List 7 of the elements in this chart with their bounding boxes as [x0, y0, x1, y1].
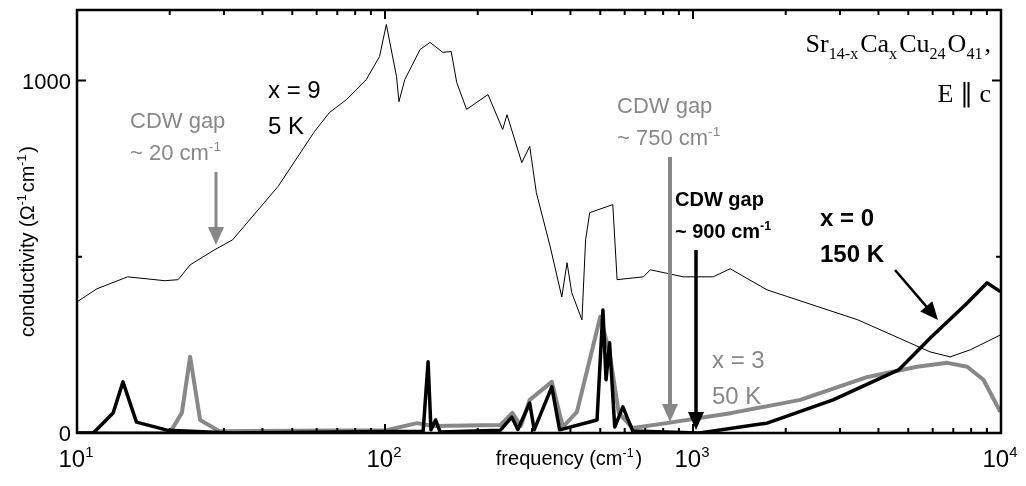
y-axis-title: conductivity (Ω-1cm-1): [15, 145, 38, 338]
y-tick-label: 0: [58, 421, 72, 446]
series-label: x = 3 50 K: [712, 346, 765, 409]
series-label: x = 9 5 K: [268, 76, 321, 139]
text: x = 0 150 K: [820, 204, 885, 267]
y-tick-label: 1000: [22, 68, 72, 94]
annotation: E ∥ c: [937, 79, 991, 108]
